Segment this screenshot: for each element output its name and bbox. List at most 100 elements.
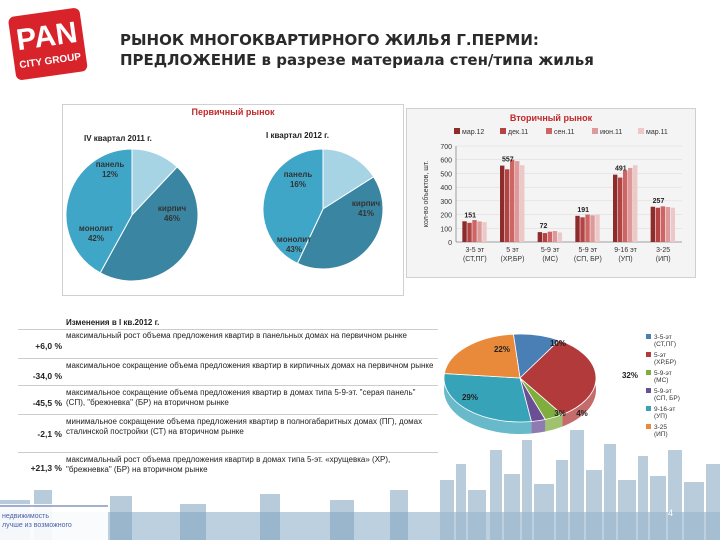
bar — [552, 231, 558, 242]
data-label: 257 — [653, 198, 665, 205]
legend-swatch — [592, 128, 598, 134]
changes-divider — [18, 385, 438, 386]
pie-slice-монолит — [262, 148, 324, 264]
pie-slice-label: панель — [284, 170, 313, 179]
change-value: -34,0 % — [32, 371, 62, 381]
title-line-2: ПРЕДЛОЖЕНИЕ в разрезе материала стен/тип… — [120, 51, 594, 69]
change-text: максимальное сокращение объема предложен… — [66, 361, 434, 370]
x-tick-label: (ХР,БР) — [501, 256, 525, 263]
primary-market-title: Первичный рынок — [191, 107, 275, 117]
x-tick-label: (СТ,ПГ) — [463, 256, 487, 263]
bar — [510, 159, 515, 242]
primary-market-panel: Первичный рынок — [62, 104, 404, 296]
legend-swatch — [454, 128, 460, 134]
change-value: -2,1 % — [37, 429, 62, 439]
legend-label: (СП, БР) — [654, 395, 680, 402]
change-text: максимальный рост объема предложения ква… — [66, 331, 407, 340]
legend-swatch — [646, 424, 651, 429]
bar — [515, 161, 520, 242]
legend-label: 5-9-эт — [654, 388, 672, 395]
y-tick-label: 300 — [440, 199, 452, 206]
pie-slice-value: 41% — [358, 209, 374, 218]
bar — [537, 232, 543, 242]
bar — [650, 206, 656, 242]
pie-slice-value: 32% — [622, 371, 638, 380]
legend-label: 9-16-эт — [654, 406, 675, 413]
pie-slice-value: 3% — [554, 409, 566, 418]
legend-swatch — [500, 128, 506, 134]
legend-label: мар.12 — [462, 129, 484, 136]
pie-slice-side — [531, 419, 546, 434]
x-tick-label: 5-9 эт — [578, 247, 597, 254]
pie-slice-value: 4% — [576, 409, 588, 418]
pie2-title: I квартал 2012 г. — [266, 131, 329, 140]
change-text: максимальный рост объема предложения ква… — [66, 455, 391, 474]
bar — [482, 222, 487, 242]
legend-label: (СТ,ПГ) — [654, 341, 676, 348]
bar — [618, 177, 623, 242]
data-label: 191 — [577, 207, 589, 214]
change-text: минимальное сокращение объема предложени… — [66, 417, 423, 436]
x-tick-label: (МС) — [542, 256, 558, 263]
change-text: максимальное сокращение объема предложен… — [66, 388, 416, 407]
bar — [660, 206, 666, 242]
bar — [542, 233, 548, 242]
bar — [477, 221, 482, 242]
legend-swatch — [646, 388, 651, 393]
x-tick-label: 5 эт — [506, 247, 519, 254]
city-skyline-decoration — [0, 430, 720, 540]
data-label: 491 — [615, 166, 627, 173]
pie-slice-кирпич — [296, 176, 384, 270]
pie1-title: IV квартал 2011 г. — [84, 134, 152, 143]
bar — [613, 174, 618, 242]
y-tick-label: 500 — [440, 171, 452, 178]
legend-label: 3-25 — [654, 424, 667, 431]
bar — [590, 215, 595, 242]
changes-divider — [18, 358, 438, 359]
change-value: +6,0 % — [35, 341, 62, 351]
legend-label: (МС) — [654, 377, 668, 384]
secondary-structure-pie: 10% 32% 4% 3% 29% 22% 3-5-эт(СТ,ПГ) 5-эт(ХР,БР… — [443, 333, 680, 438]
changes-divider — [18, 329, 438, 330]
bar — [505, 169, 510, 242]
change-value: +21,3 % — [30, 463, 62, 473]
pie-slice-value: 16% — [290, 180, 306, 189]
bar — [628, 167, 633, 242]
changes-divider — [18, 452, 438, 453]
y-tick-label: 200 — [440, 213, 452, 220]
title-line-1: РЫНОК МНОГОКВАРТИРНОГО ЖИЛЬЯ Г.ПЕРМИ: — [120, 31, 539, 49]
legend-label: 5-эт — [654, 352, 666, 359]
bar — [585, 214, 590, 242]
pie-slice-label: кирпич — [352, 199, 381, 208]
footer-slogan: недвижимость лучше из возможного — [2, 512, 72, 530]
pie-slice — [519, 339, 597, 416]
pie-slice-label: монолит — [79, 224, 113, 233]
data-label: 151 — [464, 212, 476, 219]
legend-swatch — [646, 334, 651, 339]
x-tick-label: 9-16 эт — [614, 247, 637, 254]
x-tick-label: 5-9 эт — [541, 247, 560, 254]
pie-slice-value: 29% — [462, 393, 478, 402]
legend-swatch — [546, 128, 552, 134]
legend-label: мар.11 — [646, 129, 668, 136]
x-tick-label: 3-25 — [656, 247, 670, 254]
legend-label: (ИП) — [654, 431, 668, 438]
data-label: 557 — [502, 157, 514, 164]
pie-slice — [443, 333, 521, 379]
pie-slice-value: 43% — [286, 245, 302, 254]
legend-label: (УП) — [654, 413, 667, 420]
legend-label: дек.11 — [508, 129, 528, 136]
changes-divider — [18, 414, 438, 415]
x-tick-label: 3-5 эт — [465, 247, 484, 254]
secondary-market-title: Вторичный рынок — [509, 113, 593, 123]
secondary-bar-chart: 0 100 200 300 400 500 600 700 мар.12 дек.11 сен.11… — [422, 128, 682, 263]
bar — [575, 215, 580, 242]
y-tick-label: 100 — [440, 226, 452, 233]
pie-slice-value: 12% — [102, 170, 118, 179]
pie-slice-кирпич — [99, 166, 199, 282]
legend-label: июн.11 — [600, 129, 622, 136]
legend-swatch — [646, 406, 651, 411]
footer-line-1: недвижимость — [2, 513, 49, 520]
changes-heading: Изменения в I кв.2012 г. — [66, 318, 160, 327]
pie-slice-label: монолит — [277, 235, 311, 244]
